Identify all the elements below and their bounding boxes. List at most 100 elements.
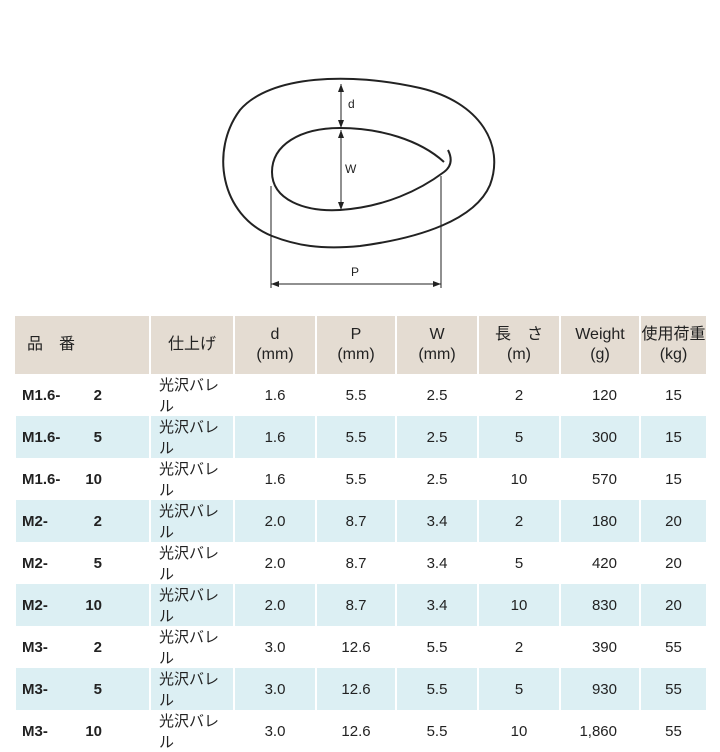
cell-finish: 光沢バレル: [149, 416, 234, 458]
cell-finish: 光沢バレル: [149, 542, 234, 584]
cell-p: 5.5: [315, 416, 396, 458]
cell-length: 5: [477, 542, 560, 584]
d-label: d: [348, 97, 355, 111]
cell-d: 2.0: [233, 584, 316, 626]
cell-length: 10: [477, 710, 560, 752]
cell-weight: 120: [559, 374, 640, 416]
cell-w: 2.5: [395, 416, 478, 458]
cell-length: 2: [477, 500, 560, 542]
cell-weight: 390: [559, 626, 640, 668]
cell-p: 12.6: [315, 668, 396, 710]
table-row: M3- 2 光沢バレル 3.0 12.6 5.5 2 390 55: [14, 626, 706, 668]
thimble-inner-outline: [270, 126, 452, 212]
cell-weight: 300: [559, 416, 640, 458]
header-d: d (mm): [233, 316, 316, 374]
header-p: P (mm): [315, 316, 396, 374]
header-finish: 仕上げ: [149, 316, 234, 374]
cell-code: M1.6- 2: [14, 374, 150, 416]
cell-weight: 930: [559, 668, 640, 710]
header-w: W (mm): [395, 316, 478, 374]
cell-w: 5.5: [395, 710, 478, 752]
cell-p: 12.6: [315, 710, 396, 752]
p-arrow-left: [271, 281, 279, 287]
cell-length: 10: [477, 584, 560, 626]
cell-finish: 光沢バレル: [149, 668, 234, 710]
cell-w: 3.4: [395, 584, 478, 626]
d-arrow-bottom: [338, 120, 344, 128]
cell-w: 5.5: [395, 626, 478, 668]
cell-code: M2- 10: [14, 584, 150, 626]
code-length: 5: [93, 428, 102, 446]
w-arrow-bottom: [338, 202, 344, 210]
table-row: M2- 2 光沢バレル 2.0 8.7 3.4 2 180 20: [14, 500, 706, 542]
cell-p: 8.7: [315, 500, 396, 542]
code-prefix: M3-: [22, 722, 48, 740]
cell-load: 55: [639, 668, 706, 710]
code-length: 5: [93, 680, 102, 698]
cell-code: M1.6- 5: [14, 416, 150, 458]
table-row: M3- 10 光沢バレル 3.0 12.6 5.5 10 1,860 55: [14, 710, 706, 752]
header-load: 使用荷重 (kg): [639, 316, 706, 374]
header-code: 品 番: [15, 316, 150, 374]
code-length: 10: [85, 722, 102, 740]
cell-d: 3.0: [233, 626, 316, 668]
code-prefix: M3-: [22, 680, 48, 698]
code-length: 10: [85, 470, 102, 488]
cell-length: 5: [477, 668, 560, 710]
cell-d: 1.6: [233, 416, 316, 458]
cell-p: 12.6: [315, 626, 396, 668]
cell-w: 2.5: [395, 458, 478, 500]
cell-code: M3- 5: [14, 668, 150, 710]
cell-d: 2.0: [233, 542, 316, 584]
thimble-outer-outline: [222, 77, 496, 249]
spec-table: 品 番 仕上げ d (mm) P (mm) W (mm) 長 さ (m) Weight(…: [14, 316, 706, 752]
cell-finish: 光沢バレル: [149, 500, 234, 542]
table-row: M1.6- 5 光沢バレル 1.6 5.5 2.5 5 300 15: [14, 416, 706, 458]
cell-length: 2: [477, 374, 560, 416]
cell-finish: 光沢バレル: [149, 374, 234, 416]
code-prefix: M3-: [22, 638, 48, 656]
code-prefix: M1.6-: [22, 470, 61, 488]
cell-length: 10: [477, 458, 560, 500]
cell-w: 3.4: [395, 500, 478, 542]
table-row: M3- 5 光沢バレル 3.0 12.6 5.5 5 930 55: [14, 668, 706, 710]
table-row: M1.6- 2 光沢バレル 1.6 5.5 2.5 2 120 15: [14, 374, 706, 416]
cell-weight: 180: [559, 500, 640, 542]
cell-finish: 光沢バレル: [149, 584, 234, 626]
cell-d: 3.0: [233, 668, 316, 710]
cell-d: 1.6: [233, 374, 316, 416]
p-arrow-right: [433, 281, 441, 287]
cell-load: 15: [639, 374, 706, 416]
cell-load: 20: [639, 500, 706, 542]
cell-load: 55: [639, 626, 706, 668]
code-length: 10: [85, 596, 102, 614]
p-label: P: [351, 265, 359, 279]
cell-d: 3.0: [233, 710, 316, 752]
thimble-diagram: d W P: [222, 77, 496, 288]
cell-load: 15: [639, 416, 706, 458]
table-header-row: 品 番 仕上げ d (mm) P (mm) W (mm) 長 さ (m) Weight(…: [15, 316, 706, 374]
cell-weight: 1,860: [559, 710, 640, 752]
cell-finish: 光沢バレル: [149, 458, 234, 500]
table-row: M1.6- 10 光沢バレル 1.6 5.5 2.5 10 570 15: [14, 458, 706, 500]
code-length: 5: [93, 554, 102, 572]
cell-p: 5.5: [315, 458, 396, 500]
cell-load: 20: [639, 584, 706, 626]
d-arrow-top: [338, 84, 344, 92]
cell-d: 1.6: [233, 458, 316, 500]
cell-code: M1.6- 10: [14, 458, 150, 500]
cell-weight: 420: [559, 542, 640, 584]
table-row: M2- 5 光沢バレル 2.0 8.7 3.4 5 420 20: [14, 542, 706, 584]
cell-finish: 光沢バレル: [149, 710, 234, 752]
cell-length: 2: [477, 626, 560, 668]
cell-code: M3- 10: [14, 710, 150, 752]
cell-weight: 570: [559, 458, 640, 500]
code-prefix: M1.6-: [22, 428, 61, 446]
cell-code: M3- 2: [14, 626, 150, 668]
cell-code: M2- 2: [14, 500, 150, 542]
cell-w: 3.4: [395, 542, 478, 584]
w-label: W: [345, 162, 357, 176]
code-length: 2: [93, 512, 102, 530]
code-length: 2: [93, 386, 102, 404]
cell-p: 5.5: [315, 374, 396, 416]
